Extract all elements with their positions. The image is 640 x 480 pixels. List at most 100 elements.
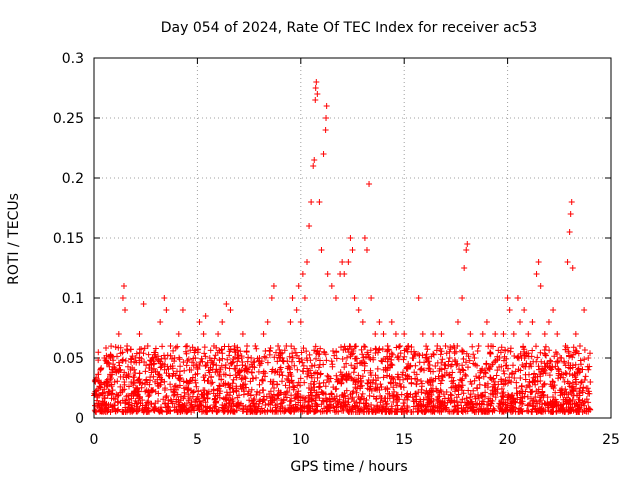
data-point (446, 355, 453, 361)
data-point (293, 307, 300, 313)
data-point (525, 331, 532, 337)
data-point (323, 103, 330, 109)
x-tick-labels: 0 5 10 15 20 25 (90, 432, 620, 448)
data-point (564, 259, 571, 265)
data-point (488, 343, 495, 349)
data-point (239, 331, 246, 337)
data-point (295, 283, 302, 289)
x-tick-label: 20 (499, 432, 517, 448)
y-tick-label: 0.1 (62, 291, 84, 307)
data-point (275, 343, 282, 349)
data-point (510, 331, 517, 337)
data-point (372, 331, 379, 337)
data-point (380, 331, 387, 337)
x-tick-label: 5 (193, 432, 202, 448)
data-point (316, 199, 323, 205)
data-point (384, 343, 391, 349)
data-point (279, 355, 286, 361)
data-point (308, 199, 315, 205)
data-point (184, 343, 191, 349)
data-point (366, 181, 373, 187)
data-point (332, 295, 339, 301)
data-point (450, 343, 457, 349)
data-point (423, 355, 430, 361)
data-point (270, 283, 277, 289)
data-point (148, 367, 155, 373)
data-point (115, 331, 122, 337)
data-point (483, 319, 490, 325)
data-point (479, 331, 486, 337)
data-point (157, 319, 164, 325)
y-axis-label: ROTI / TECUs (6, 193, 22, 285)
x-tick-label: 0 (90, 432, 99, 448)
data-point (475, 343, 482, 349)
data-point (144, 343, 151, 349)
data-point (562, 343, 569, 349)
x-tick-label: 25 (602, 432, 620, 448)
data-point (397, 343, 404, 349)
data-point (535, 259, 542, 265)
data-point (442, 343, 449, 349)
data-point (361, 235, 368, 241)
data-point (311, 157, 318, 163)
data-point (163, 307, 170, 313)
data-point (567, 211, 574, 217)
y-tick-label: 0.3 (62, 51, 84, 67)
y-tick-labels: 0 0.05 0.1 0.15 0.2 0.25 0.3 (53, 51, 84, 427)
data-point (430, 331, 437, 337)
data-point (256, 355, 263, 361)
data-point (268, 295, 275, 301)
data-point (136, 331, 143, 337)
y-tick-label: 0.05 (53, 351, 84, 367)
data-point (355, 307, 362, 313)
plot-frame (93, 57, 612, 419)
data-point (504, 295, 511, 301)
data-point (324, 271, 331, 277)
data-point (210, 343, 217, 349)
chart-title: Day 054 of 2024, Rate Of TEC Index for r… (161, 20, 537, 36)
data-point (459, 295, 466, 301)
data-point (405, 343, 412, 349)
data-point (533, 271, 540, 277)
data-point (128, 379, 135, 385)
data-point (235, 355, 242, 361)
y-tick-label: 0.15 (53, 231, 84, 247)
data-point (581, 307, 588, 313)
data-point (419, 331, 426, 337)
data-point (223, 301, 230, 307)
data-point (550, 307, 557, 313)
data-point (322, 127, 329, 133)
data-point (341, 271, 348, 277)
x-tick-label: 10 (292, 432, 310, 448)
data-point (219, 319, 226, 325)
data-point (454, 319, 461, 325)
y-tick-label: 0 (75, 411, 84, 427)
data-point (312, 97, 319, 103)
data-point (318, 247, 325, 253)
y-tick-label: 0.25 (53, 111, 84, 127)
data-point (521, 307, 528, 313)
data-point (301, 295, 308, 301)
data-point (304, 259, 311, 265)
data-point (347, 235, 354, 241)
data-point (215, 331, 222, 337)
data-point (359, 319, 366, 325)
data-point (231, 343, 238, 349)
data-point (306, 223, 313, 229)
data-point (167, 343, 174, 349)
data-point (140, 301, 147, 307)
data-point (287, 319, 294, 325)
data-point (558, 355, 565, 361)
data-point (388, 319, 395, 325)
data-point (568, 199, 575, 205)
data-point (339, 259, 346, 265)
data-point (514, 295, 521, 301)
y-tick-label: 0.2 (62, 171, 84, 187)
data-point (545, 319, 552, 325)
data-point (409, 355, 416, 361)
data-point (132, 355, 139, 361)
data-point (492, 331, 499, 337)
data-point (363, 247, 370, 253)
data-point (464, 241, 471, 247)
